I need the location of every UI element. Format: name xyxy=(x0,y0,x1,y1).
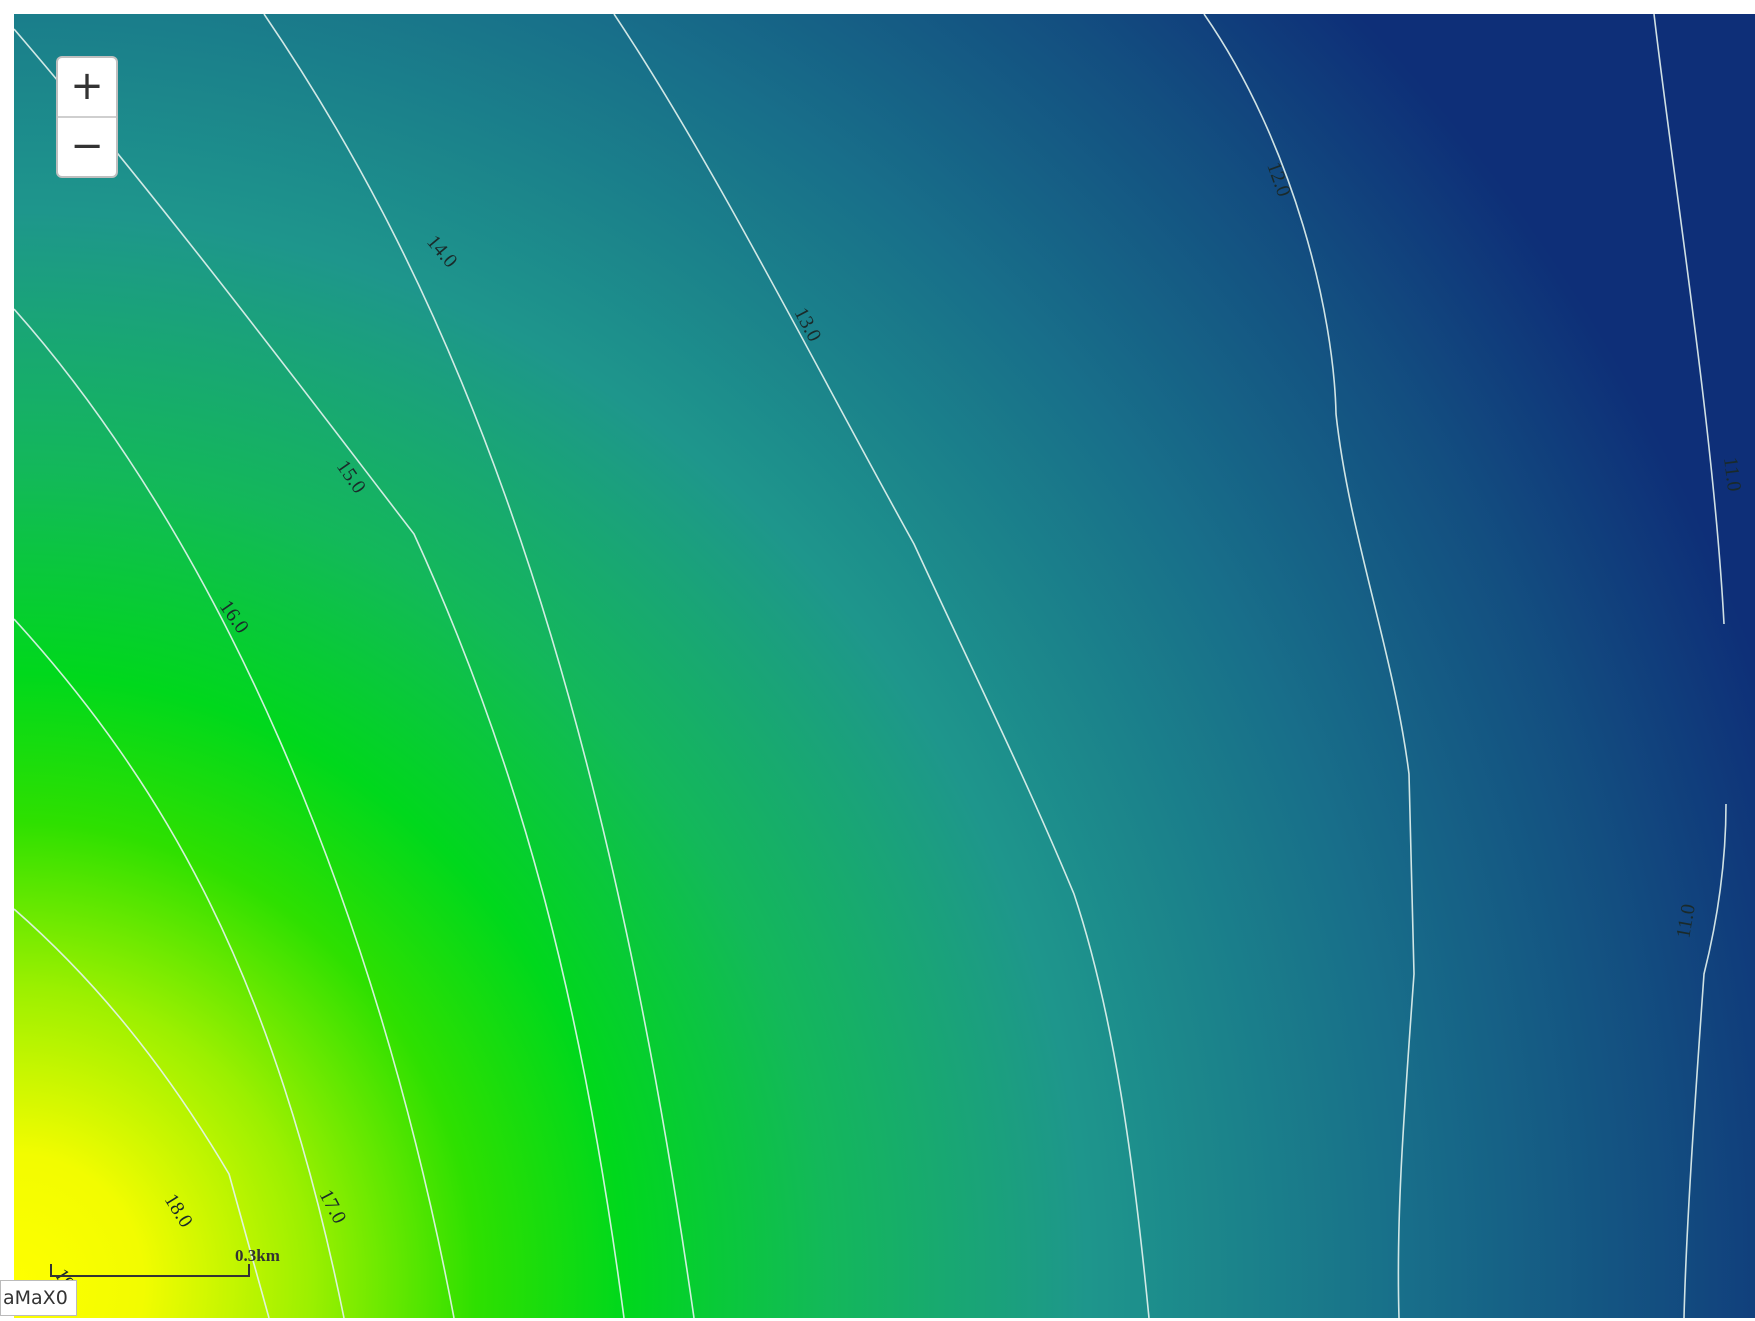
scale-label: 0.3km xyxy=(235,1246,280,1265)
contour-map[interactable]: 19 18.0 17.0 16.0 15.0 14.0 13.0 12.0 11… xyxy=(14,14,1755,1318)
zoom-control: + − xyxy=(56,56,118,178)
scalar-field xyxy=(14,14,1755,1318)
zoom-in-button[interactable]: + xyxy=(70,63,104,109)
contour-map-canvas[interactable]: 19 18.0 17.0 16.0 15.0 14.0 13.0 12.0 11… xyxy=(14,14,1755,1318)
contour-lines xyxy=(14,14,1727,1318)
contour-label: 11.0 xyxy=(1719,456,1745,493)
attribution-label: aMaX0 xyxy=(0,1280,77,1316)
scale-bar xyxy=(50,1264,250,1277)
zoom-out-button[interactable]: − xyxy=(58,116,116,176)
